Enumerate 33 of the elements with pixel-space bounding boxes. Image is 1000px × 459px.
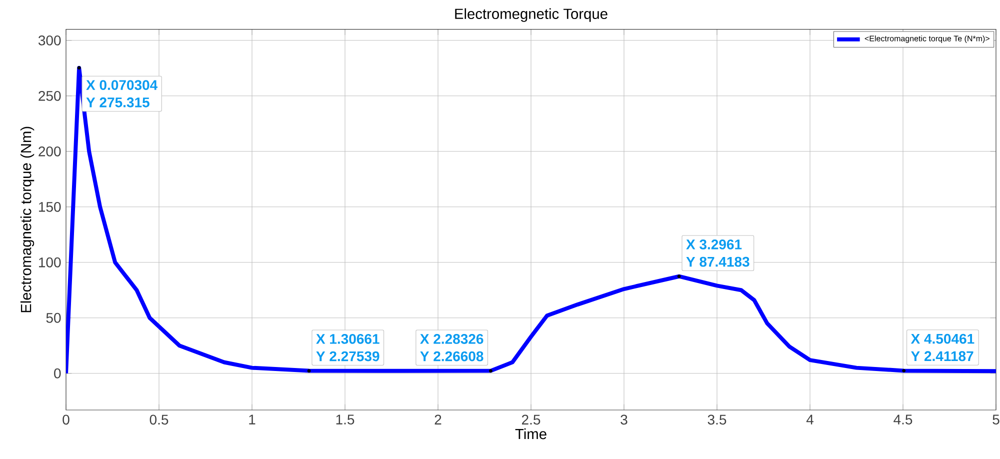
line-series: [66, 66, 996, 376]
x-tick-label: 3: [620, 414, 628, 425]
annotation: X 4.50461: [910, 334, 974, 344]
annotation: X 1.30661: [316, 334, 380, 344]
x-tick-label: 3.5: [708, 414, 726, 425]
y-tick-label: 300: [38, 35, 61, 46]
y-tick-label: 100: [39, 257, 61, 268]
x-axis-title: Time: [515, 428, 546, 440]
y-tick-label: 200: [38, 146, 61, 156]
chart-title: Electromegnetic Torque: [455, 8, 608, 22]
annotation: Y 87.4183: [686, 256, 750, 267]
annotation: Y 2.26608: [420, 351, 484, 362]
x-tick-label: 0.5: [150, 414, 168, 425]
annotation: Y 2.27539: [316, 351, 380, 362]
annotation: Y 275.315: [86, 97, 150, 108]
y-tick-label: 50: [46, 312, 61, 323]
x-tick-label: 1.5: [336, 414, 354, 424]
annotation: X 3.2961: [686, 239, 742, 250]
x-tick-label: 5: [992, 414, 1000, 424]
annotation: X 2.28326: [420, 334, 484, 344]
x-tick-label: 1: [249, 414, 256, 424]
y-tick-label: 250: [38, 90, 61, 101]
x-tick-label: 4.5: [894, 414, 912, 424]
y-tick-label: 150: [39, 202, 61, 212]
y-axis-title: Electromagnetic torque (Nm): [20, 126, 34, 312]
x-tick-label: 2: [434, 414, 442, 424]
annotation: X 0.070304: [86, 80, 158, 90]
x-tick-label: 0: [62, 414, 70, 425]
x-tick-label: 4: [806, 414, 814, 424]
legend-label: <Electromagnetic torque Te (N*m)>: [864, 35, 990, 43]
y-tick-label: 0: [54, 368, 61, 378]
annotation: Y 2.41187: [911, 351, 974, 362]
x-tick-label: 2.5: [522, 414, 540, 425]
